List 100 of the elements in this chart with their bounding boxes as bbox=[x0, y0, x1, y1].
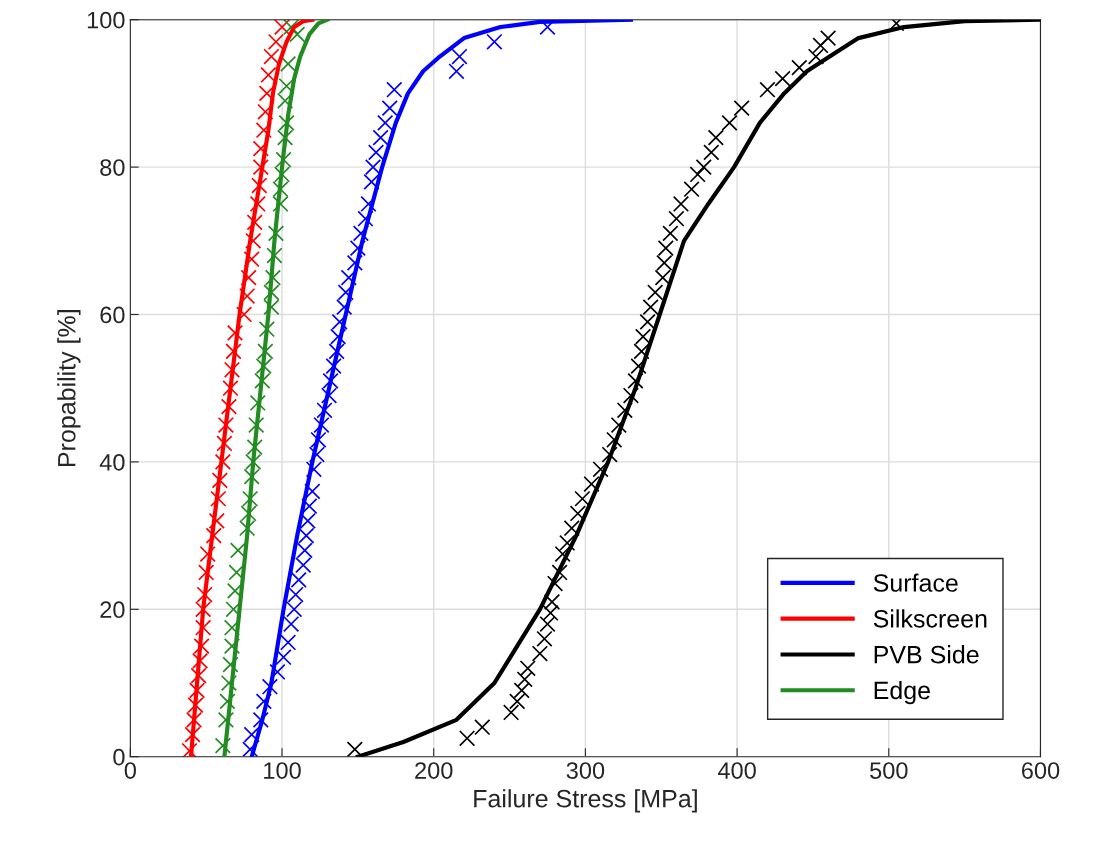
point bbox=[279, 55, 297, 73]
point bbox=[289, 26, 306, 43]
point bbox=[278, 114, 295, 131]
point bbox=[377, 114, 394, 131]
point bbox=[662, 225, 679, 242]
point bbox=[275, 151, 292, 168]
point bbox=[642, 299, 659, 316]
point bbox=[695, 158, 712, 176]
point bbox=[195, 601, 212, 618]
x-tick-label: 300 bbox=[566, 762, 605, 779]
point bbox=[513, 682, 530, 699]
point bbox=[269, 663, 286, 681]
legend-label: PVB Side bbox=[874, 645, 979, 664]
point bbox=[228, 564, 245, 581]
point bbox=[372, 129, 389, 146]
point bbox=[222, 656, 239, 673]
point bbox=[216, 435, 233, 452]
point bbox=[263, 299, 280, 316]
point bbox=[243, 726, 260, 743]
point bbox=[290, 571, 307, 588]
point bbox=[272, 195, 289, 213]
point bbox=[295, 556, 312, 574]
point bbox=[616, 402, 633, 419]
point bbox=[531, 645, 549, 662]
point bbox=[195, 619, 212, 636]
point bbox=[583, 475, 600, 493]
point bbox=[223, 619, 241, 636]
point bbox=[226, 324, 244, 342]
point bbox=[320, 387, 338, 404]
point bbox=[733, 100, 750, 117]
point bbox=[509, 693, 526, 710]
point bbox=[210, 490, 227, 507]
y-axis-title: Propability [%] bbox=[57, 310, 81, 467]
point bbox=[627, 372, 644, 389]
point bbox=[381, 100, 398, 117]
x-tick-label: 500 bbox=[870, 762, 908, 779]
point bbox=[448, 63, 465, 80]
point bbox=[551, 564, 568, 581]
point bbox=[639, 313, 656, 330]
point bbox=[357, 210, 374, 227]
point bbox=[252, 158, 269, 176]
point bbox=[251, 177, 268, 194]
point bbox=[190, 667, 207, 684]
point bbox=[198, 564, 215, 581]
legend-label: Edge bbox=[874, 680, 930, 705]
x-tick-label: 0 bbox=[124, 762, 136, 779]
point bbox=[220, 398, 238, 415]
y-tick-label: 40 bbox=[99, 453, 125, 471]
x-tick-label: 400 bbox=[717, 762, 756, 779]
point bbox=[569, 505, 586, 522]
point bbox=[647, 284, 664, 301]
point bbox=[474, 719, 491, 736]
point bbox=[249, 394, 266, 412]
point bbox=[263, 284, 280, 301]
point bbox=[305, 461, 323, 478]
point bbox=[260, 66, 277, 84]
point bbox=[235, 306, 253, 323]
point bbox=[214, 737, 231, 754]
point bbox=[310, 431, 327, 448]
point bbox=[205, 527, 222, 544]
point bbox=[266, 247, 283, 264]
point bbox=[222, 380, 239, 397]
x-tick-label: 200 bbox=[415, 762, 453, 779]
point bbox=[819, 29, 837, 47]
x-tick-label: 100 bbox=[264, 762, 301, 779]
y-tick-label: 60 bbox=[100, 306, 125, 324]
point bbox=[672, 195, 690, 213]
point bbox=[185, 711, 203, 728]
point bbox=[536, 630, 553, 647]
point bbox=[258, 321, 275, 338]
point bbox=[657, 240, 674, 257]
point bbox=[539, 615, 556, 633]
point bbox=[273, 19, 291, 36]
point bbox=[592, 461, 609, 478]
point bbox=[301, 497, 318, 515]
point bbox=[807, 48, 825, 65]
point bbox=[252, 711, 269, 728]
point bbox=[336, 299, 353, 316]
point bbox=[217, 711, 235, 728]
y-tick-label: 80 bbox=[100, 159, 125, 176]
point bbox=[346, 254, 363, 272]
point bbox=[519, 660, 536, 677]
x-tick-label: 600 bbox=[1021, 762, 1060, 779]
point bbox=[668, 210, 685, 227]
point bbox=[543, 593, 561, 611]
point bbox=[542, 604, 559, 622]
point bbox=[630, 357, 647, 375]
point bbox=[703, 144, 720, 161]
point bbox=[458, 730, 476, 747]
point bbox=[340, 269, 357, 286]
point bbox=[683, 181, 700, 198]
point bbox=[346, 741, 363, 757]
y-tick-label: 0 bbox=[113, 748, 125, 766]
point bbox=[299, 512, 316, 529]
point bbox=[181, 742, 198, 757]
point bbox=[308, 446, 326, 463]
legend-label: Surface bbox=[873, 573, 958, 592]
point bbox=[349, 240, 366, 257]
point bbox=[272, 181, 289, 198]
point bbox=[559, 534, 576, 552]
